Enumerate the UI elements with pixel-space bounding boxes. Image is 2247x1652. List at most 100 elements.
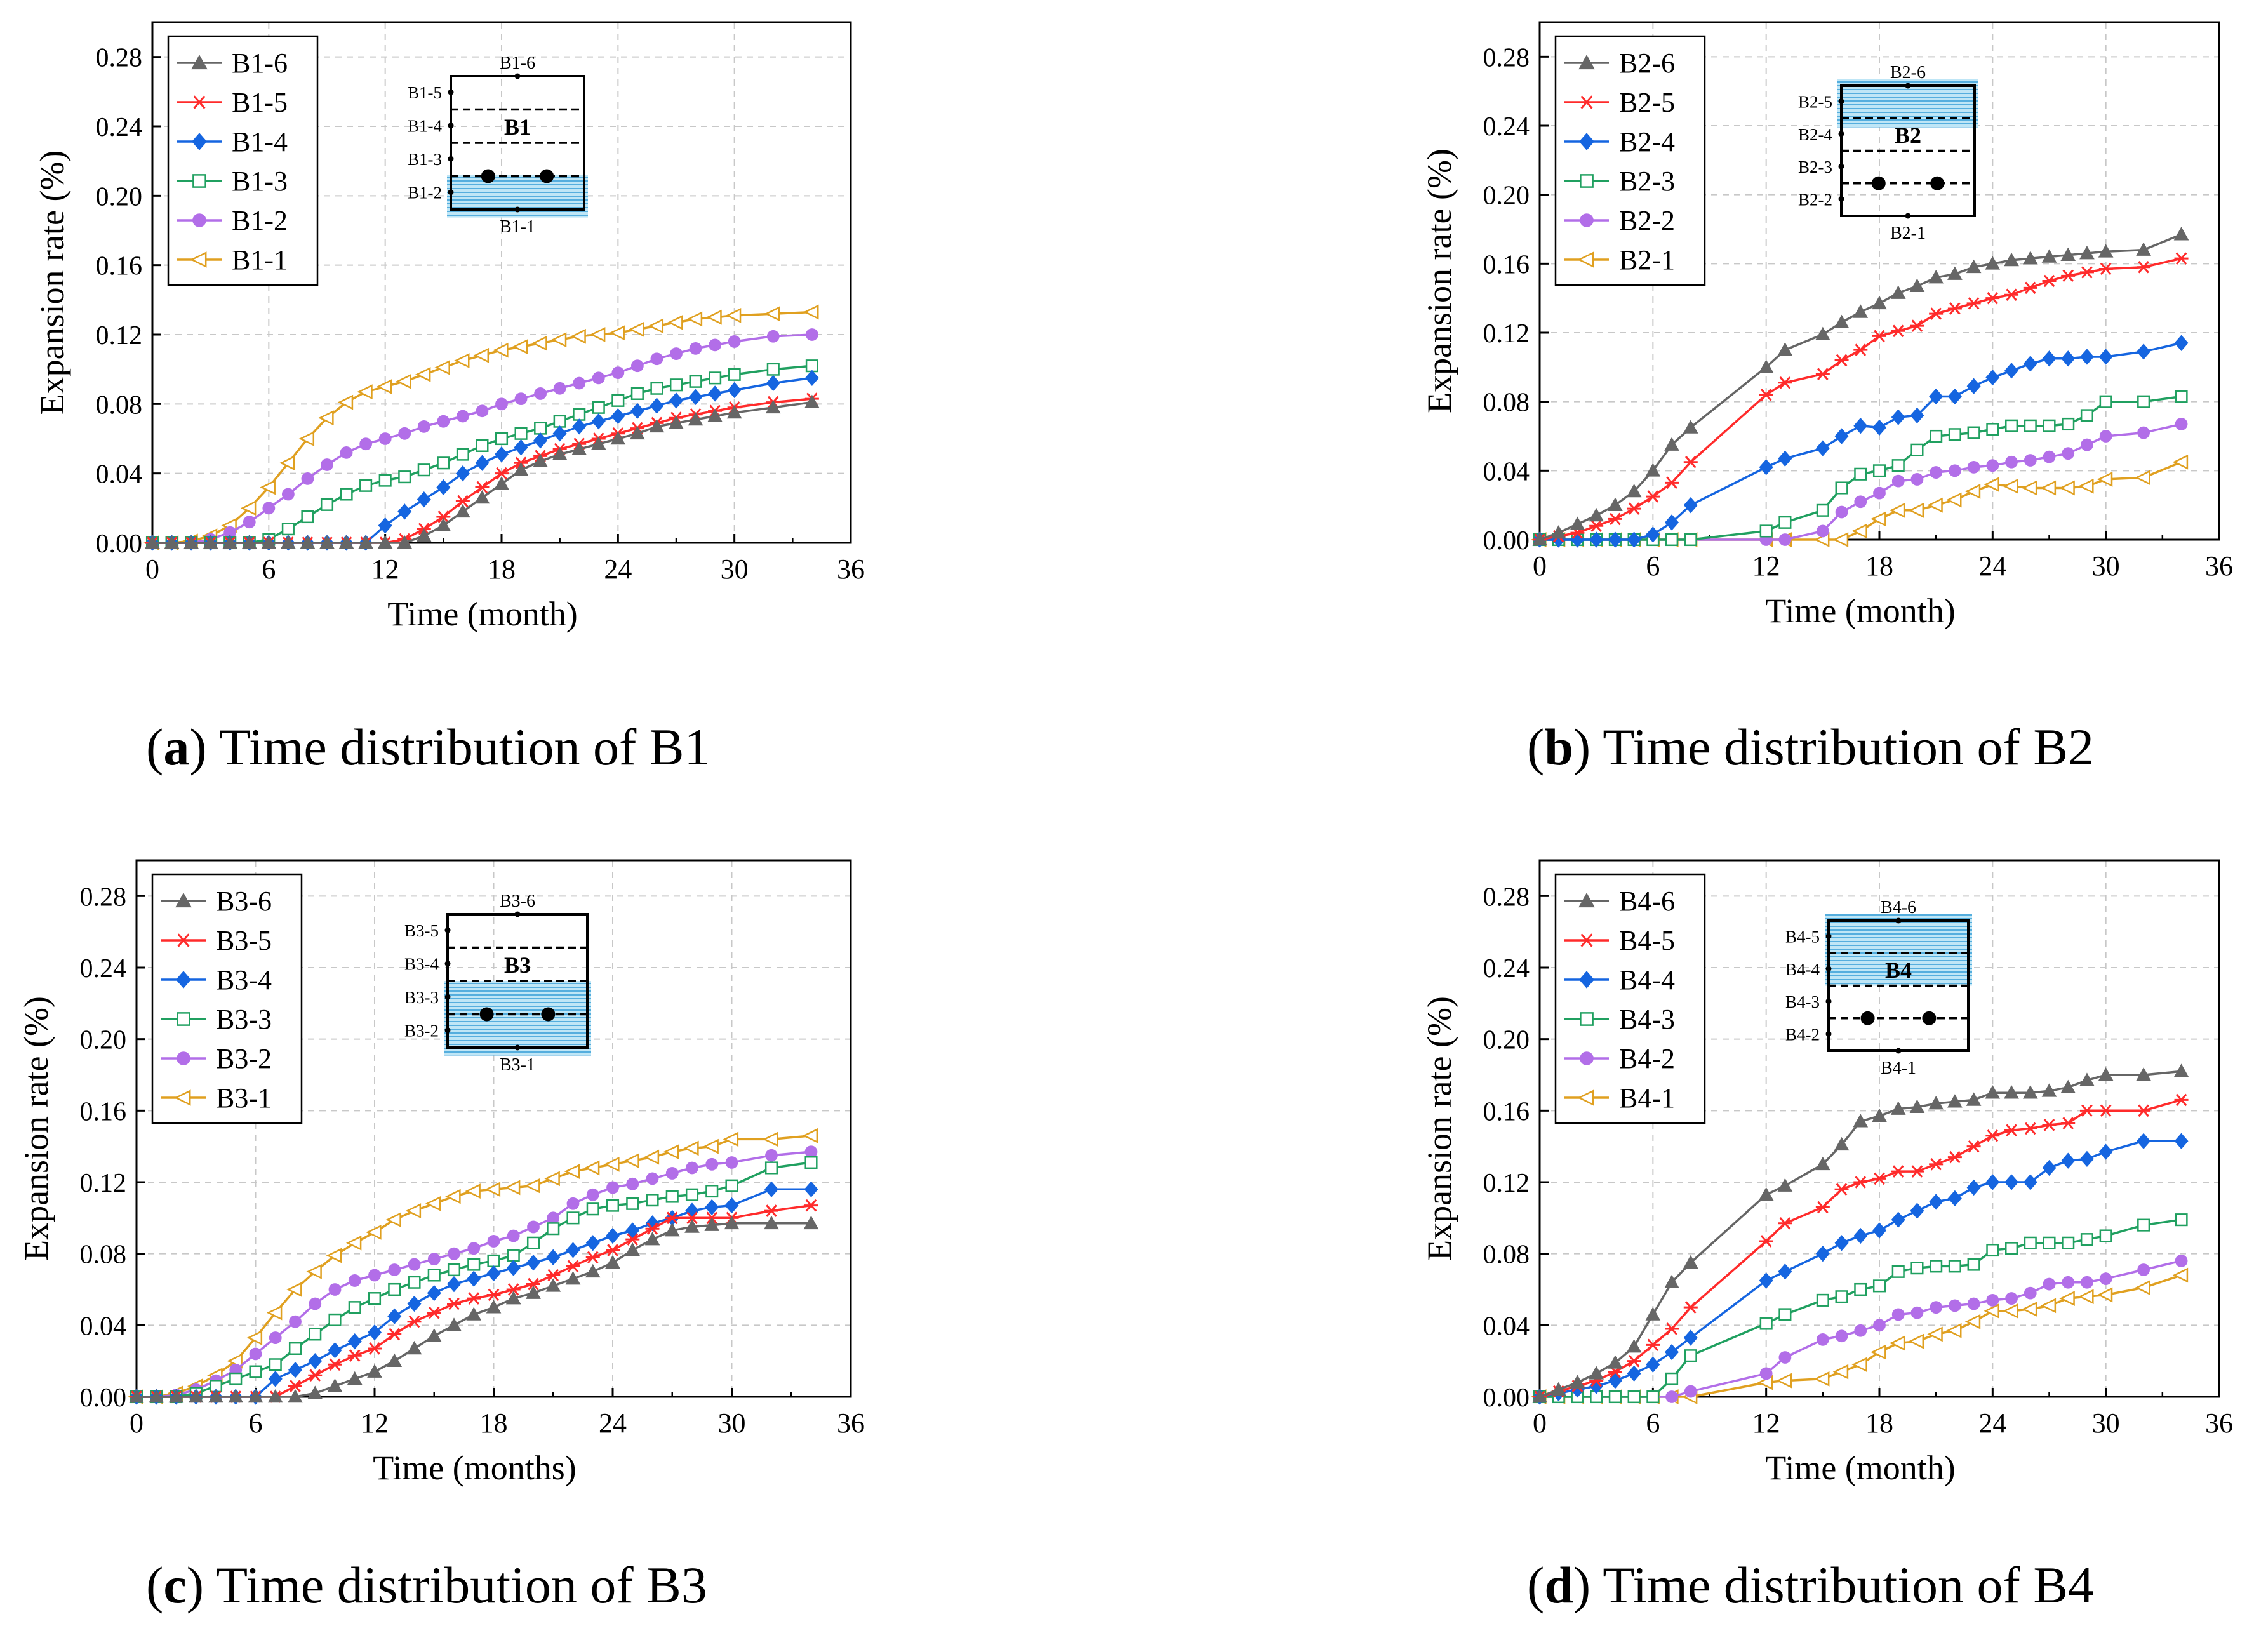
data-point xyxy=(246,1330,263,1345)
data-point xyxy=(513,462,529,476)
data-point-stroke xyxy=(547,1269,559,1282)
legend-label: B3-1 xyxy=(216,1082,272,1114)
data-point xyxy=(2023,1174,2037,1190)
data-point xyxy=(240,500,257,516)
data-point xyxy=(626,1177,639,1190)
data-point xyxy=(1927,497,1943,513)
data-point-stroke xyxy=(1949,302,1961,315)
data-point-stroke xyxy=(2062,269,2074,283)
data-point xyxy=(566,1242,580,1258)
data-point xyxy=(1930,1260,1943,1273)
data-point xyxy=(1646,1338,1660,1352)
data-point xyxy=(1759,389,1773,401)
data-point xyxy=(1627,1354,1641,1368)
legend-marker xyxy=(176,933,191,947)
data-point xyxy=(670,347,683,360)
data-point xyxy=(547,1222,560,1236)
data-point xyxy=(649,418,665,433)
data-point xyxy=(1947,302,1962,315)
data-point xyxy=(625,1242,641,1256)
data-point xyxy=(1608,497,1623,511)
data-point xyxy=(229,1372,243,1385)
data-point xyxy=(643,1149,660,1165)
data-point xyxy=(1776,1373,1792,1389)
legend-marker xyxy=(176,971,191,989)
data-point xyxy=(1873,486,1886,500)
gauge-point xyxy=(1895,917,1902,924)
data-point xyxy=(208,1389,223,1403)
legend-marker-stroke xyxy=(193,95,206,109)
data-point xyxy=(650,397,664,414)
data-point-stroke xyxy=(476,481,488,494)
data-point xyxy=(804,1156,818,1169)
data-point xyxy=(487,1235,500,1248)
data-point-stroke xyxy=(1647,490,1659,503)
data-point xyxy=(387,1328,402,1341)
caption-d: (d) Time distribution of B4 xyxy=(1527,1556,2095,1614)
data-point xyxy=(456,448,469,461)
gauge-point xyxy=(1905,213,1911,219)
data-point xyxy=(526,1285,541,1299)
x-tick-label: 30 xyxy=(2092,1408,2120,1439)
data-point xyxy=(397,535,413,549)
data-point xyxy=(1815,440,1830,456)
data-point xyxy=(1947,1150,1962,1164)
data-point-stroke xyxy=(1628,502,1640,515)
data-point xyxy=(1967,1258,1980,1271)
data-point xyxy=(804,370,819,386)
series-B4-2 xyxy=(1533,1255,2188,1403)
y-tick-label: 0.24 xyxy=(80,954,127,983)
data-point xyxy=(2022,251,2038,265)
inset-bottom-label: B2-1 xyxy=(1890,223,1926,243)
data-point-stroke xyxy=(1911,1165,1923,1178)
data-point xyxy=(378,474,392,487)
data-point xyxy=(1665,1372,1679,1385)
data-point xyxy=(610,430,626,445)
data-point xyxy=(1967,461,1980,474)
data-point xyxy=(1870,511,1886,527)
data-point xyxy=(1889,1335,1905,1351)
data-point xyxy=(1664,437,1679,451)
data-point xyxy=(705,1185,719,1198)
data-point xyxy=(340,488,353,501)
data-point xyxy=(1816,503,1829,517)
legend-label: B3-2 xyxy=(216,1043,272,1074)
data-point-stroke xyxy=(1987,1129,1999,1142)
data-point xyxy=(2024,1236,2037,1249)
data-point xyxy=(552,446,568,460)
data-point-stroke xyxy=(428,1306,440,1319)
data-point xyxy=(1608,531,1622,548)
data-point xyxy=(388,1263,401,1276)
data-point-stroke xyxy=(766,1204,777,1217)
legend-marker xyxy=(1579,133,1594,150)
data-point xyxy=(1947,1190,1962,1206)
data-point xyxy=(506,1283,521,1296)
data-point xyxy=(359,479,373,492)
data-point xyxy=(2137,1104,2151,1117)
data-point xyxy=(1684,1349,1697,1362)
legend-marker xyxy=(1579,971,1594,989)
legend-item: B1-6 xyxy=(177,48,288,79)
data-point xyxy=(262,502,276,515)
legend-marker xyxy=(192,174,206,188)
data-point-stroke xyxy=(1836,1183,1848,1196)
data-point-stroke xyxy=(805,1199,817,1212)
data-point xyxy=(705,1157,719,1171)
gauge-point xyxy=(1825,966,1832,972)
data-point xyxy=(685,1202,699,1219)
data-point xyxy=(301,472,314,485)
data-point xyxy=(546,1249,561,1265)
data-point xyxy=(249,1365,262,1378)
inset-side-label: B4-5 xyxy=(1785,928,1820,947)
data-point xyxy=(241,535,257,549)
data-point xyxy=(766,375,780,392)
data-point xyxy=(495,432,509,446)
data-point xyxy=(1964,484,1981,499)
data-point xyxy=(376,379,392,394)
data-point-stroke xyxy=(329,1358,341,1371)
inset-side-label: B1-3 xyxy=(408,150,442,169)
data-point xyxy=(1910,1306,1924,1319)
data-point xyxy=(1891,1165,1905,1178)
inset-title: B4 xyxy=(1885,957,1912,983)
data-point xyxy=(1646,526,1660,543)
